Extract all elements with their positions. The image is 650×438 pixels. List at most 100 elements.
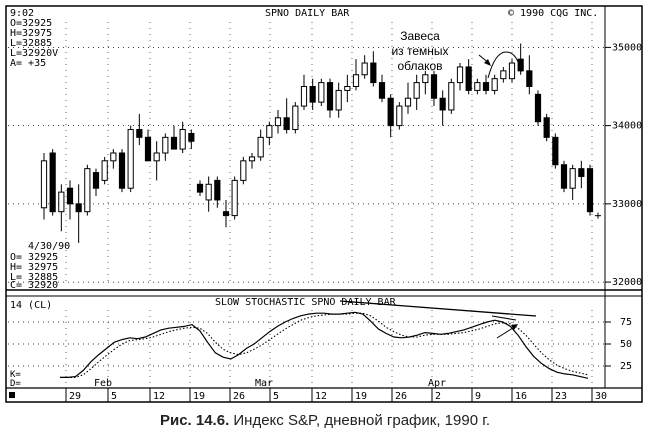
candle <box>257 129 264 161</box>
dark-cloud-annotation: Завеса из темных облаков <box>391 29 522 79</box>
candle <box>552 133 559 169</box>
stochastic-period-label: 14 (CL) <box>10 300 52 311</box>
candle <box>127 125 134 193</box>
candle <box>214 176 221 208</box>
chart-title: SPNO DAILY BAR <box>265 8 350 19</box>
price-tick-label: 35000 <box>612 42 642 53</box>
price-tick-label: 32000 <box>612 277 642 288</box>
candle <box>344 74 351 103</box>
stochastic-lines <box>60 311 589 379</box>
figure-caption: Рис. 14.6. Индекс S&P, дневной график, 1… <box>0 412 650 429</box>
candle-body-white <box>292 105 299 131</box>
candle-body-black <box>430 74 438 99</box>
candle <box>586 164 594 216</box>
date-tick-label: 26 <box>395 391 407 402</box>
date-tick-label: 16 <box>515 391 527 402</box>
date-tick-label: 9 <box>475 391 481 402</box>
candle-body-black <box>136 129 143 138</box>
candle-body-white <box>361 62 368 76</box>
date-tick-label: 30 <box>595 391 607 402</box>
candle-body-black <box>66 187 74 205</box>
stochastic-tick-label: 25 <box>620 361 632 372</box>
quote-line: O=32925 <box>10 18 52 29</box>
candle <box>335 82 342 118</box>
date-box-line: O= 32925 <box>10 252 58 263</box>
candle <box>508 59 516 83</box>
stochastic-title: SLOW STOCHASTIC SPNO DAILY BAR <box>215 297 397 308</box>
candle <box>162 133 169 161</box>
candle-body-black <box>465 66 472 91</box>
stochastic-trendline <box>491 315 517 321</box>
candle <box>465 59 472 95</box>
date-tick-label: 5 <box>111 391 117 402</box>
candle <box>118 149 126 193</box>
chart-figure: 9:02 SPNO DAILY BAR © 1990 CQG INC. O=32… <box>5 5 643 403</box>
candle-body-white <box>205 183 212 201</box>
annotation-line-2: из темных <box>391 44 448 58</box>
candle <box>439 90 446 126</box>
price-axis-labels: 35000 34000 33000 32000 75 50 25 <box>612 42 642 372</box>
candle <box>179 121 186 153</box>
candle <box>144 129 152 162</box>
candle <box>66 180 74 220</box>
candle <box>196 180 204 197</box>
date-tick-label: 23 <box>555 391 567 402</box>
candle-body-black <box>482 82 490 91</box>
candle <box>318 78 325 107</box>
date-box: 4/30/90 O= 32925 H= 32975 L= 32885 C= 32… <box>10 241 70 291</box>
candle <box>456 63 464 91</box>
price-tick-label: 34000 <box>612 121 642 132</box>
candle <box>300 74 308 110</box>
candle <box>266 121 273 146</box>
candle-body-white <box>248 156 256 162</box>
candle-body-white <box>153 152 160 162</box>
date-tick-label: 19 <box>193 391 205 402</box>
candle <box>387 94 394 138</box>
date-box-line: L= 32885 <box>10 272 58 283</box>
candle-body-white <box>179 129 186 150</box>
month-label: Mar <box>255 378 273 389</box>
copyright: © 1990 CQG INC. <box>508 8 598 19</box>
candle <box>136 113 143 146</box>
candle <box>491 74 498 95</box>
quote-line: L=32885 <box>10 38 52 49</box>
caption-number: Рис. 14.6. <box>159 412 230 429</box>
date-tick-label: 2 <box>435 391 441 402</box>
candle <box>543 113 550 142</box>
candle <box>75 184 82 243</box>
candle-body-white <box>300 86 308 107</box>
candle <box>560 160 568 193</box>
candle <box>578 160 585 189</box>
candle-body-black <box>534 93 542 123</box>
candle <box>370 51 377 87</box>
candle-body-white <box>257 136 264 158</box>
candle-body-black <box>370 62 377 84</box>
candle-body-black <box>439 97 446 111</box>
date-box-date: 4/30/90 <box>28 241 70 252</box>
caption-text: Индекс S&P, дневной график, 1990 г. <box>229 412 491 429</box>
date-strip-marker <box>9 392 15 398</box>
annotation-line-3: облаков <box>397 59 442 73</box>
candle-body-black <box>222 211 230 217</box>
candle <box>205 176 212 212</box>
candle <box>569 164 576 200</box>
date-box-line: C= 32920 <box>10 280 58 291</box>
candle-body-white <box>413 82 420 99</box>
annotation-arrow-head <box>484 59 491 66</box>
candle-body-white <box>344 86 351 91</box>
candle-body-white <box>274 117 282 127</box>
candle-body-black <box>188 132 195 142</box>
candle <box>404 82 412 114</box>
candle <box>40 153 48 220</box>
candle <box>231 176 238 220</box>
candle-body-white <box>40 160 48 209</box>
date-tick-label: 29 <box>69 391 81 402</box>
stochastic-k-line <box>60 311 589 379</box>
quote-box: O=32925 H=32975 L=32885 L=32920V A= +35 <box>10 18 58 69</box>
quote-line: L=32920V <box>10 48 58 59</box>
candle <box>110 149 117 169</box>
candle <box>396 102 403 130</box>
stochastic-arrow-head <box>511 324 518 330</box>
candle-body-white <box>396 105 403 127</box>
candle <box>274 109 282 134</box>
